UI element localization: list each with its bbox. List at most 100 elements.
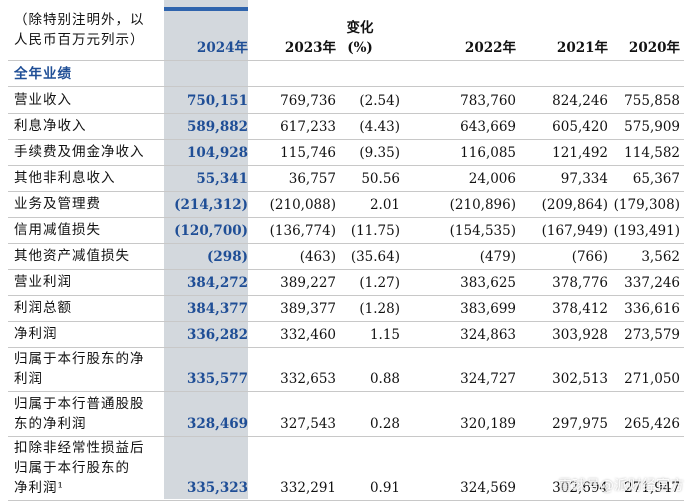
value-2022: 383,625 (460, 274, 516, 291)
row-label-line: 业务及管理费 (14, 196, 101, 212)
value-2021: 303,928 (552, 326, 608, 343)
value-2024: 336,282 (186, 326, 248, 343)
table-row: 利息净收入 589,882 617,233 (4.43) 643,669 605,420 5… (8, 113, 684, 140)
row-label-line: 其他资产减值损失 (14, 248, 130, 264)
value-2022: 643,669 (460, 118, 516, 135)
row-label: 信用减值损失 (14, 217, 164, 246)
value-2020: 271,947 (624, 480, 680, 496)
value-2023: 769,736 (280, 92, 336, 109)
value-2023: 617,233 (280, 118, 336, 135)
value-2020: (193,491) (613, 222, 680, 239)
value-change: 0.88 (369, 371, 400, 387)
header-2020: 2020年 (628, 40, 680, 56)
row-label-line: 扣除非经常性损益后 (14, 440, 145, 456)
header-change-unit: (%) (347, 40, 373, 56)
value-2022: (479) (479, 248, 516, 265)
value-2021: 824,246 (552, 92, 608, 109)
value-2021: 378,412 (552, 300, 608, 317)
row-label: 净利润 (14, 321, 164, 350)
table-row: 净利润 336,282 332,460 1.15 324,863 303,928 273,5… (8, 321, 684, 348)
value-change: (35.64) (350, 248, 400, 265)
row-label: 其他资产减值损失 (14, 243, 164, 272)
value-2020: 3,562 (641, 248, 680, 265)
value-2022: 116,085 (460, 144, 516, 161)
value-change: (1.28) (359, 300, 400, 317)
value-2022: 324,863 (460, 326, 516, 343)
value-2021: 297,975 (552, 415, 608, 432)
value-2020: 336,616 (624, 300, 680, 317)
value-2020: 265,426 (624, 415, 680, 432)
row-label-line: 净利润¹ (14, 480, 64, 496)
value-2024: 335,577 (186, 371, 248, 387)
header-2022: 2022年 (464, 40, 516, 56)
value-2024: 384,272 (186, 274, 248, 291)
row-label: 业务及管理费 (14, 191, 164, 220)
value-2024: (298) (207, 248, 248, 265)
value-2022: 324,727 (460, 371, 516, 387)
value-2021: (167,949) (541, 222, 608, 239)
value-2024: 750,151 (186, 92, 248, 109)
value-2021: 378,776 (552, 274, 608, 291)
value-2021: 302,694 (552, 480, 608, 496)
value-2024: 55,341 (196, 170, 248, 187)
value-2024: 104,928 (186, 144, 248, 161)
table-row: 其他非利息收入 55,341 36,757 50.56 24,006 97,334 65,3… (8, 165, 684, 192)
value-2023: 332,460 (280, 326, 336, 343)
header-2023: 2023年 (284, 40, 336, 56)
value-change: 50.56 (361, 170, 400, 187)
value-2024: (214,312) (174, 196, 248, 213)
value-change: 2.01 (369, 196, 400, 213)
highlight-column-2024 (164, 0, 248, 499)
unit-note-line: （除特别注明外，以 (14, 12, 145, 28)
row-label-line: 归属于本行股东的 (14, 460, 130, 476)
row-label: 扣除非经常性损益后 归属于本行股东的 净利润¹ (14, 436, 164, 502)
row-label: 利润总额 (14, 295, 164, 324)
value-change: (2.54) (359, 92, 400, 109)
section-title-row: 全年业绩 (8, 62, 684, 87)
value-2021: 97,334 (560, 170, 608, 187)
value-change: (11.75) (350, 222, 400, 239)
value-2021: 121,492 (552, 144, 608, 161)
value-2020: 273,579 (624, 326, 680, 343)
value-2020: (179,308) (613, 196, 680, 213)
unit-note-line: 人民币百万元列示） (14, 32, 145, 48)
row-label: 其他非利息收入 (14, 165, 164, 194)
row-label-line: 净利润 (14, 326, 58, 342)
value-2021: 605,420 (552, 118, 608, 135)
value-2023: (136,774) (269, 222, 336, 239)
value-2020: 575,909 (624, 118, 680, 135)
row-label-line: 东的净利润 (14, 415, 87, 432)
value-2020: 755,858 (624, 92, 680, 109)
value-2024: 589,882 (186, 118, 248, 135)
row-label-line: 手续费及佣金净收入 (14, 144, 145, 160)
row-label-line: 营业收入 (14, 92, 72, 108)
table-row: 营业收入 750,151 769,736 (2.54) 783,760 824,246 75… (8, 87, 684, 114)
value-2024: 384,377 (186, 300, 248, 317)
value-2024: 335,323 (186, 480, 248, 496)
row-label: 归属于本行股东的净 利润 (14, 347, 164, 393)
table-row: 业务及管理费 (214,312) (210,088) 2.01 (210,896) (20… (8, 191, 684, 218)
value-2020: 271,050 (624, 371, 680, 387)
value-2023: 389,227 (280, 274, 336, 291)
value-change: 0.28 (369, 415, 400, 432)
row-label-line: 归属于本行普通股股 (14, 395, 145, 412)
value-2023: (210,088) (269, 196, 336, 213)
row-label-line: 其他非利息收入 (14, 170, 116, 186)
row-label-line: 信用减值损失 (14, 222, 101, 238)
value-2022: 783,760 (460, 92, 516, 109)
value-change: 1.15 (369, 326, 400, 343)
header-change: 变化 (346, 20, 374, 36)
row-label-line: 归属于本行股东的净 (14, 351, 145, 367)
value-2022: 24,006 (468, 170, 516, 187)
row-label-line: 营业利润 (14, 274, 72, 290)
value-2022: 324,569 (460, 480, 516, 496)
value-2023: 332,653 (280, 371, 336, 387)
value-2021: (209,864) (541, 196, 608, 213)
watermark: 雪球号@派财经官方 (558, 478, 684, 494)
table-row: 利润总额 384,377 389,377 (1.28) 383,699 378,412 33… (8, 295, 684, 322)
table-row: 归属于本行普通股股 东的净利润 328,469 327,543 0.28 320,189 2… (8, 392, 684, 437)
header-2024: 2024年 (196, 40, 248, 56)
header-2021: 2021年 (556, 40, 608, 56)
row-label-line: 利息净收入 (14, 118, 87, 134)
